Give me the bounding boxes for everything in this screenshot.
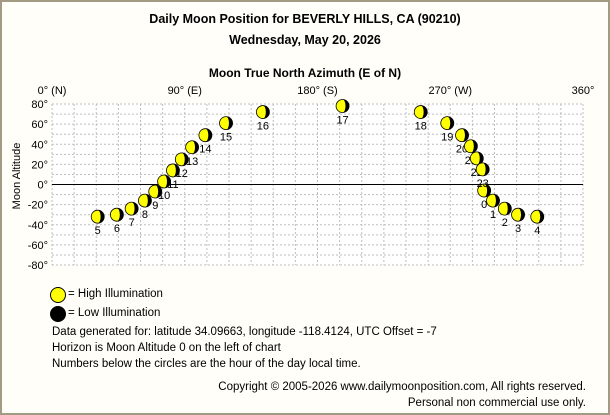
moon-dark-part [181, 152, 189, 166]
moon-dark-part [155, 185, 162, 199]
moon-point: 1 [486, 193, 500, 221]
moon-dark-part [420, 105, 428, 119]
moon-dark-part [226, 116, 233, 130]
legend-low-label: = Low Illumination [68, 307, 161, 319]
moon-point: 9 [148, 184, 163, 212]
hour-label: 11 [167, 179, 178, 191]
y-tick-label: -60° [28, 240, 48, 252]
chart-subtitle: Wednesday, May 20, 2026 [229, 33, 381, 47]
y-tick-label: -20° [28, 200, 48, 212]
chart-grid [51, 103, 584, 266]
hour-label: 8 [142, 209, 148, 221]
hour-label: 2 [502, 217, 508, 229]
hour-label: 6 [114, 223, 120, 235]
moon-point: 3 [511, 207, 525, 235]
moon-point: 12 [174, 152, 189, 180]
moon-point: 4 [530, 209, 545, 237]
hour-label: 12 [176, 168, 188, 180]
x-tick-label: 0° (N) [38, 85, 67, 97]
moon-dark-part [537, 210, 544, 224]
x-tick-label: 270° (W) [428, 85, 472, 97]
moon-point: 13 [185, 140, 200, 168]
moon-dark-part [518, 208, 525, 222]
x-tick-label: 180° (S) [297, 85, 337, 97]
moon-point: 7 [124, 201, 139, 229]
moon-dark-part [476, 151, 484, 165]
x-tick-label: 360° [572, 85, 595, 97]
moon-point: 2 [497, 201, 512, 229]
info-hours: Numbers below the circles are the hour o… [52, 358, 361, 370]
hour-label: 13 [186, 156, 198, 168]
moon-dark-part [462, 128, 469, 142]
y-tick-label: 20° [31, 159, 48, 171]
hour-label: 19 [441, 132, 453, 144]
high-illumination-swatch [50, 287, 66, 303]
moon-point: 23 [475, 162, 490, 190]
moon-point: 16 [256, 105, 270, 133]
moon-point: 18 [413, 105, 428, 133]
low-illumination-swatch [50, 306, 66, 322]
hour-label: 10 [158, 190, 170, 202]
moon-dark-part [262, 105, 270, 119]
moon-points: 01234567891011121314151617181920212223 [90, 99, 545, 237]
info-horizon: Horizon is Moon Altitude 0 on the left o… [52, 342, 281, 354]
x-tick-label: 90° (E) [168, 85, 202, 97]
info-location: Data generated for: latitude 34.09663, l… [52, 326, 437, 338]
copyright-notice: Copyright © 2005-2026 www.dailymoonposit… [218, 381, 586, 393]
axis-ticks: 0° (N) 90° (E) 180° (S) 270° (W) 360°80°60°4… [28, 85, 595, 272]
moon-point: 6 [110, 207, 124, 235]
hour-label: 14 [199, 144, 211, 156]
chart-title: Daily Moon Position for BEVERLY HILLS, C… [149, 12, 461, 26]
y-tick-label: -40° [28, 220, 48, 232]
moon-point: 8 [138, 193, 152, 221]
hour-label: 0 [481, 199, 487, 211]
moon-point: 0 [477, 183, 492, 211]
moon-dark-part [144, 194, 152, 208]
moon-dark-part [493, 194, 500, 208]
moon-dark-part [482, 162, 490, 176]
y-tick-label: 60° [31, 119, 48, 131]
moon-point: 17 [335, 99, 350, 127]
moon-dark-part [470, 139, 478, 153]
hour-label: 5 [95, 225, 101, 237]
moon-dark-part [192, 140, 199, 154]
moon-dark-part [504, 202, 512, 216]
usage-notice: Personal non commercial use only. [407, 397, 586, 409]
moon-point: 19 [440, 116, 455, 144]
moon-point: 10 [157, 174, 172, 202]
moon-dark-part [447, 116, 454, 130]
hour-label: 7 [129, 217, 135, 229]
moon-dark-part [116, 208, 124, 222]
hour-label: 17 [336, 115, 348, 127]
hour-label: 18 [415, 121, 427, 133]
hour-label: 15 [220, 132, 232, 144]
moon-point: 5 [90, 209, 105, 237]
moon-dark-part [131, 202, 139, 216]
hour-label: 23 [477, 178, 489, 190]
moon-dark-part [205, 128, 212, 142]
hour-label: 16 [257, 121, 269, 133]
moon-dark-part [97, 210, 105, 224]
hour-label: 9 [152, 200, 158, 212]
moon-point: 15 [219, 116, 233, 144]
hour-label: 3 [515, 223, 521, 235]
moon-dark-part [342, 99, 350, 113]
hour-label: 1 [490, 209, 496, 221]
moon-point: 14 [198, 128, 213, 156]
legend-high-label: = High Illumination [68, 288, 163, 300]
y-tick-label: 80° [31, 99, 48, 111]
moon-dark-part [164, 174, 171, 188]
moon-dark-part [484, 184, 491, 198]
x-axis-label: Moon True North Azimuth (E of N) [208, 66, 402, 80]
moon-point: 21 [463, 139, 478, 167]
moon-dark-part [172, 163, 180, 177]
y-tick-label: 40° [31, 139, 48, 151]
y-tick-label: -80° [28, 260, 48, 272]
hour-label: 4 [534, 225, 540, 237]
moon-point: 11 [166, 163, 180, 191]
y-tick-label: 0° [37, 180, 48, 192]
